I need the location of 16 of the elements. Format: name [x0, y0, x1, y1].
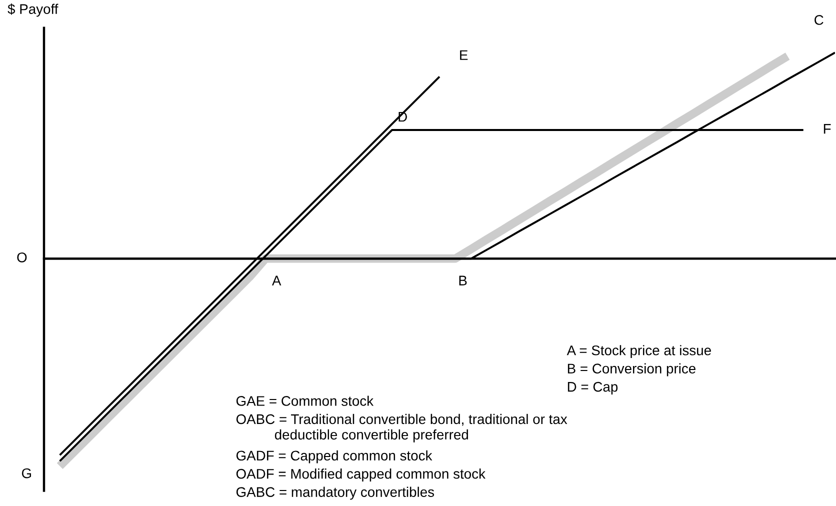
- annotation: B: [459, 276, 467, 286]
- annotation: B = Conversion price: [568, 363, 696, 376]
- annotation: GADF = Capped common stock: [236, 450, 432, 464]
- annotation: GAE = Common stock: [236, 396, 374, 406]
- text: OADF = Modified capped common stock: [236, 468, 486, 482]
- text: G: [22, 468, 32, 478]
- text: C: [814, 15, 824, 25]
- annotation: A = Stock price at issue: [566, 345, 711, 358]
- y-axis-title: $ Payoff: [8, 4, 58, 17]
- text: O: [17, 252, 27, 262]
- annotation: E: [460, 50, 468, 60]
- text: GABC = mandatory convertibles: [236, 486, 434, 500]
- annotation: F: [824, 124, 831, 134]
- annotation: A: [272, 276, 282, 286]
- annotation: D = Cap: [568, 382, 618, 394]
- annotation: OABC = Traditional convertible bond, traditional or tax deductible convertible preferred: [236, 414, 568, 442]
